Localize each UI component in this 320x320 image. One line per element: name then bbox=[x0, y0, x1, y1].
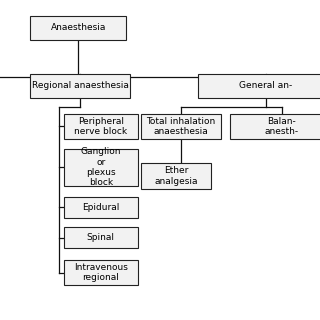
Text: General an-: General an- bbox=[239, 81, 292, 90]
FancyBboxPatch shape bbox=[198, 74, 320, 98]
FancyBboxPatch shape bbox=[141, 163, 211, 189]
FancyBboxPatch shape bbox=[30, 74, 130, 98]
FancyBboxPatch shape bbox=[64, 149, 138, 186]
FancyBboxPatch shape bbox=[141, 114, 221, 139]
Text: Anaesthesia: Anaesthesia bbox=[51, 23, 106, 33]
FancyBboxPatch shape bbox=[230, 114, 320, 139]
Text: Balan-
anesth-: Balan- anesth- bbox=[265, 117, 299, 136]
Text: Total inhalation
anaesthesia: Total inhalation anaesthesia bbox=[146, 117, 215, 136]
FancyBboxPatch shape bbox=[64, 260, 138, 285]
Text: Peripheral
nerve block: Peripheral nerve block bbox=[74, 117, 127, 136]
Text: Ether
analgesia: Ether analgesia bbox=[154, 166, 198, 186]
FancyBboxPatch shape bbox=[64, 197, 138, 218]
Text: Epidural: Epidural bbox=[82, 203, 119, 212]
FancyBboxPatch shape bbox=[64, 227, 138, 248]
Text: Ganglion
or
plexus
block: Ganglion or plexus block bbox=[81, 147, 121, 187]
Text: Regional anaesthesia: Regional anaesthesia bbox=[32, 81, 128, 90]
FancyBboxPatch shape bbox=[64, 114, 138, 139]
Text: Intravenous
regional: Intravenous regional bbox=[74, 263, 128, 282]
Text: Spinal: Spinal bbox=[87, 233, 115, 242]
FancyBboxPatch shape bbox=[30, 16, 126, 40]
